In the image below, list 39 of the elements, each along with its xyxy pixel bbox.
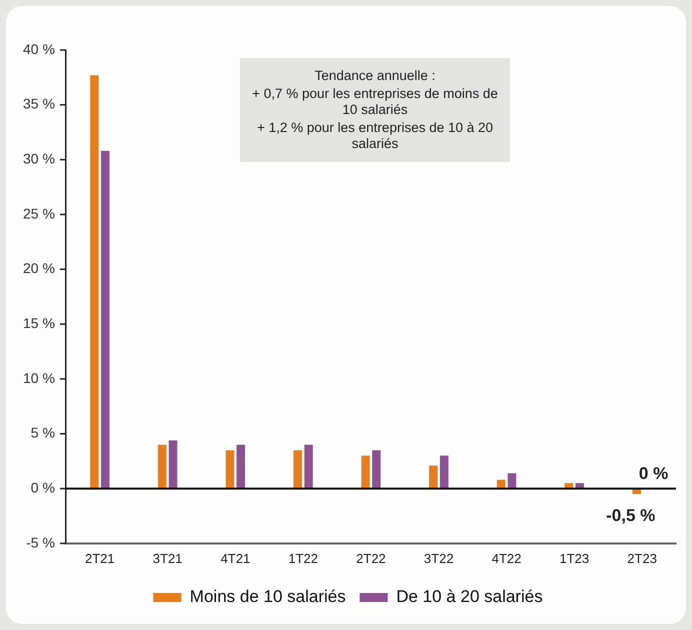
- y-tick-label: 35 %: [22, 96, 55, 112]
- x-tick-label: 3T22: [424, 550, 454, 566]
- bar: [440, 456, 448, 489]
- bar: [304, 444, 313, 489]
- y-tick-label: 20 %: [22, 260, 55, 276]
- annotation: Tendance annuelle :: [314, 68, 436, 84]
- y-tick-label: 40 %: [22, 40, 55, 57]
- x-tick-label: 2T23: [627, 550, 657, 566]
- x-tick-label: 3T21: [152, 550, 182, 566]
- y-tick-label: 10 %: [22, 370, 55, 386]
- y-tick-label: -5 %: [26, 534, 55, 550]
- data-label: -0,5 %: [606, 506, 656, 526]
- bar: [294, 450, 302, 489]
- x-tick-label: 1T23: [560, 550, 590, 566]
- bar: [372, 450, 381, 489]
- bar: [226, 450, 234, 489]
- legend-label: De 10 à 20 salariés: [396, 587, 543, 606]
- y-tick-label: 25 %: [22, 205, 55, 222]
- y-tick-label: 0 %: [30, 479, 55, 496]
- data-label: 0 %: [638, 464, 668, 483]
- annotation: + 0,7 % pour les entreprises de moins de 10 salariés: [251, 86, 499, 118]
- bar: [361, 456, 370, 489]
- x-tick-label: 4T21: [220, 550, 250, 566]
- bar: [429, 466, 438, 489]
- bar: [90, 75, 99, 489]
- bar: [236, 444, 246, 489]
- legend-label: Moins de 10 salariés: [190, 587, 346, 606]
- annotation: + 1,2 % pour les entreprises de 10 à 20 salariés: [256, 120, 494, 152]
- x-tick-label: 2T21: [84, 550, 115, 566]
- x-tick-label: 2T22: [356, 550, 386, 566]
- bar: [168, 440, 178, 489]
- bar: [508, 473, 516, 489]
- x-tick-label: 1T22: [288, 550, 318, 566]
- bar: [100, 150, 110, 489]
- x-tick-label: 4T22: [492, 550, 522, 566]
- y-tick-label: 5 %: [30, 424, 55, 441]
- bar: [158, 444, 166, 489]
- y-tick-label: 30 %: [22, 150, 55, 167]
- y-tick-label: 15 %: [22, 314, 55, 331]
